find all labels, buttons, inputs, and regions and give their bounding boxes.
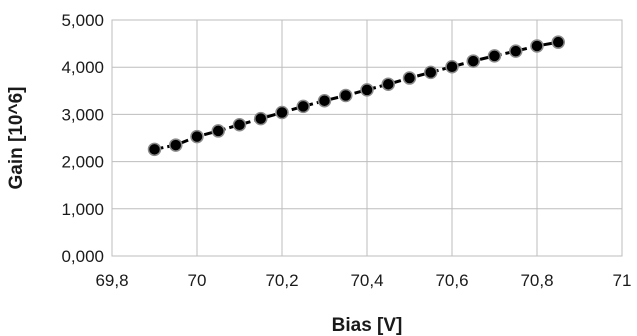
data-point (339, 88, 353, 103)
x-tick-labels: 69,8 70 70,2 70,4 70,6 70,8 71 (95, 271, 631, 290)
data-point (169, 138, 183, 152)
y-tick-label: 2,000 (61, 153, 104, 172)
data-point (147, 142, 162, 157)
x-tick-label: 69,8 (95, 271, 128, 290)
y-tick-label: 4,000 (61, 58, 104, 77)
data-point (487, 49, 502, 63)
data-point (466, 54, 480, 68)
data-point (551, 35, 565, 49)
data-point (275, 105, 289, 120)
y-tick-label: 5,000 (61, 11, 104, 30)
series-layer (147, 35, 565, 157)
data-point (530, 39, 544, 53)
data-point (509, 44, 523, 58)
x-tick-label: 70 (188, 271, 207, 290)
y-tick-label: 1,000 (61, 200, 104, 219)
x-axis-title: Bias [V] (332, 315, 403, 336)
data-point (360, 83, 374, 97)
y-axis-title: Gain [10^6] (6, 87, 27, 190)
data-point (296, 99, 310, 114)
data-point (445, 59, 459, 74)
data-point (317, 93, 332, 108)
x-tick-label: 70,2 (265, 271, 298, 290)
y-tick-label: 0,000 (61, 247, 104, 266)
x-tick-label: 70,4 (350, 271, 383, 290)
x-tick-label: 70,6 (435, 271, 468, 290)
y-tick-labels: 0,000 1,000 2,000 3,000 4,000 5,000 (61, 11, 104, 266)
data-point (211, 124, 225, 138)
data-point (190, 129, 204, 144)
data-point (402, 71, 417, 85)
data-point (424, 65, 438, 80)
data-point (232, 118, 247, 132)
x-tick-label: 70,8 (520, 271, 553, 290)
y-tick-label: 3,000 (61, 105, 104, 124)
plot-area-frame (111, 19, 623, 257)
x-tick-label: 71 (613, 271, 632, 290)
data-point (254, 111, 268, 126)
data-point (381, 77, 395, 91)
